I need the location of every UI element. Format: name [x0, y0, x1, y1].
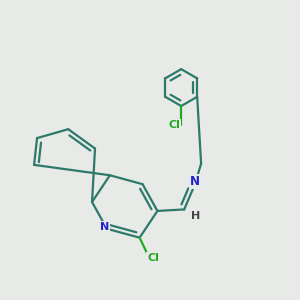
Text: N: N: [190, 175, 200, 188]
Text: Cl: Cl: [169, 120, 181, 130]
Text: N: N: [100, 222, 109, 232]
Text: H: H: [191, 211, 200, 221]
Text: Cl: Cl: [147, 253, 159, 263]
